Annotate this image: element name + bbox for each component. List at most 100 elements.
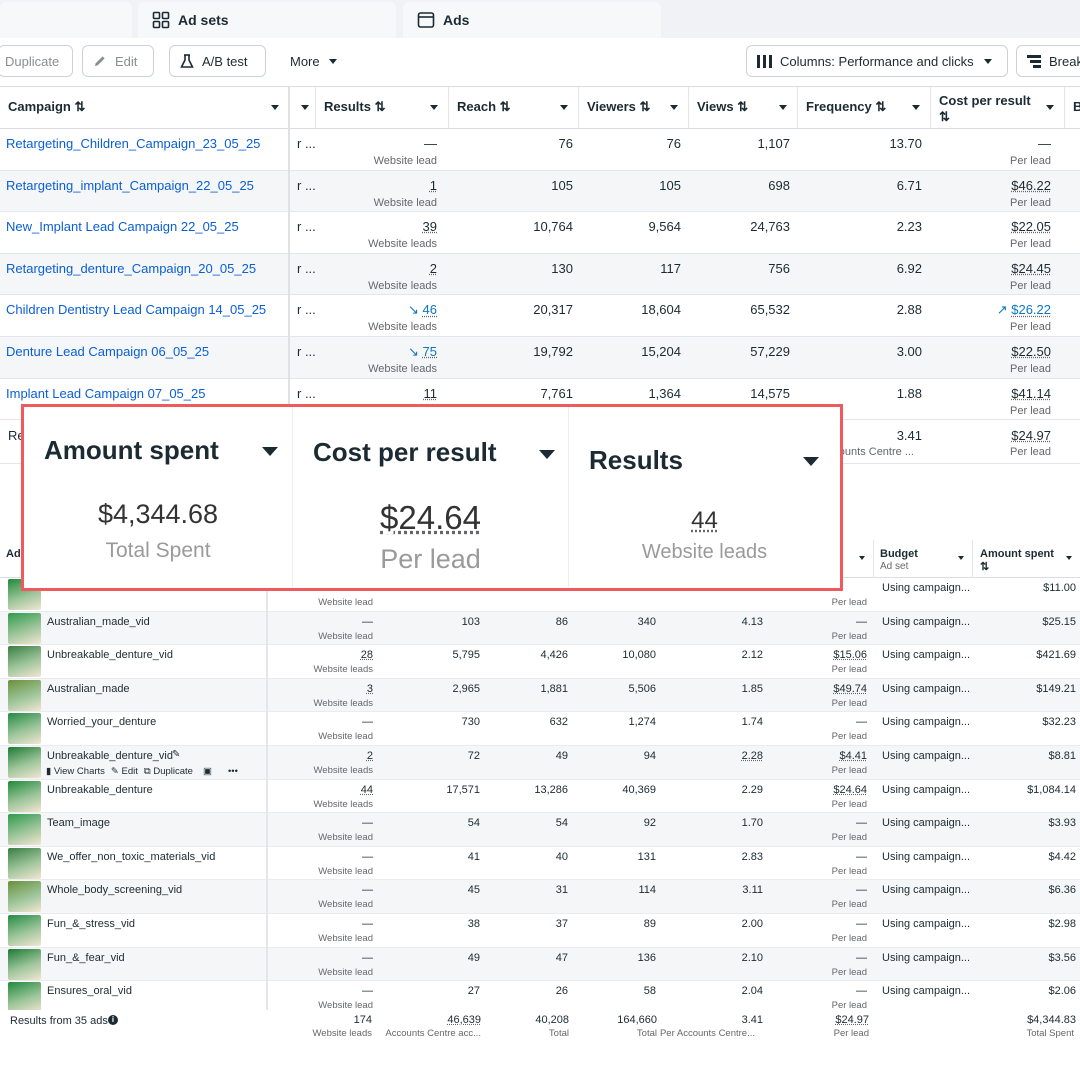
chevron-down-icon[interactable] <box>912 105 920 110</box>
columns-button[interactable]: Columns: Performance and clicks <box>746 45 1008 77</box>
ad-row[interactable]: Whole_body_screening_vid — Website lead 45 3… <box>0 880 1080 914</box>
ad-row[interactable]: Worried_your_denture — Website lead 730 632 1… <box>0 712 1080 746</box>
results-value[interactable]: 2 <box>367 750 373 762</box>
more-button[interactable]: More <box>280 45 346 77</box>
chevron-down-icon[interactable] <box>430 105 438 110</box>
ad-name[interactable]: Australian_made_vid <box>47 616 150 628</box>
cost-per-result-sub: Per lead <box>832 866 867 877</box>
tab-campaigns[interactable] <box>0 2 132 38</box>
cost-per-result-value[interactable]: $46.22 <box>1011 178 1051 193</box>
edit-button[interactable]: Edit <box>82 45 154 77</box>
ad-row[interactable]: We_offer_non_toxic_materials_vid — Website… <box>0 847 1080 881</box>
edit-row-button[interactable]: ✎ Edit <box>111 766 138 777</box>
campaign-name-link[interactable]: Retargeting_Children_Campaign_23_05_25 <box>6 136 260 151</box>
column-header-reach[interactable]: Reach ⇅ <box>449 87 579 128</box>
campaign-name-link[interactable]: Children Dentistry Lead Campaign 14_05_2… <box>6 302 266 317</box>
column-header-results[interactable]: Results ⇅ <box>316 87 449 128</box>
ad-name[interactable]: Unbreakable_denture_vid <box>47 750 173 762</box>
more-options-button[interactable]: ••• <box>228 766 238 777</box>
ad-name[interactable]: Australian_made <box>47 683 130 695</box>
chevron-down-icon[interactable] <box>779 105 787 110</box>
results-value[interactable]: 44 <box>361 784 373 796</box>
campaign-name-link[interactable]: Retargeting_denture_Campaign_20_05_25 <box>6 261 256 276</box>
ad-name[interactable]: We_offer_non_toxic_materials_vid <box>47 851 215 863</box>
ad-row[interactable]: Team_image — Website lead 54 54 92 1.70 — Per le… <box>0 813 1080 847</box>
campaign-row[interactable]: Retargeting_Children_Campaign_23_05_25 r … <box>0 129 1080 171</box>
results-value[interactable]: 39 <box>423 219 437 234</box>
ad-name[interactable]: Team_image <box>47 817 110 829</box>
chevron-down-icon[interactable] <box>670 105 678 110</box>
results-value[interactable]: 28 <box>361 649 373 661</box>
chevron-down-icon[interactable] <box>271 105 279 110</box>
campaign-name-link[interactable]: New_Implant Lead Campaign 22_05_25 <box>6 219 239 234</box>
ad-row[interactable]: Unbreakable_denture_vid ✎ ▮ View Charts ✎ E… <box>0 746 1080 780</box>
breakdown-button[interactable]: Break <box>1016 45 1080 77</box>
campaign-name-link[interactable]: Denture Lead Campaign 06_05_25 <box>6 344 209 359</box>
ad-row[interactable]: Australian_made_vid — Website lead 103 86 340… <box>0 612 1080 646</box>
results-value[interactable]: 1 <box>430 178 437 193</box>
results-value[interactable]: 2 <box>430 261 437 276</box>
cost-per-result-value[interactable]: $24.45 <box>1011 261 1051 276</box>
campaign-name-link[interactable]: Implant Lead Campaign 07_05_25 <box>6 386 205 401</box>
ad-name[interactable]: Worried_your_denture <box>47 716 156 728</box>
ad-name[interactable]: Fun_&_fear_vid <box>47 952 125 964</box>
column-header-amount-spent[interactable]: Amount spent ⇅ <box>974 540 1080 578</box>
cost-per-result-value[interactable]: $26.22 <box>1011 302 1051 317</box>
views-value: 1,107 <box>757 136 790 151</box>
budget-value: Using campaign... <box>882 616 970 628</box>
results-value[interactable]: 46 <box>423 302 437 317</box>
tab-ads[interactable]: Ads <box>403 2 661 38</box>
cost-per-result-value[interactable]: $24.64 <box>833 784 867 796</box>
ad-name[interactable]: Fun_&_stress_vid <box>47 918 135 930</box>
column-header-viewers[interactable]: Viewers ⇅ <box>579 87 689 128</box>
info-icon[interactable]: i <box>108 1015 118 1025</box>
campaign-row[interactable]: Retargeting_denture_Campaign_20_05_25 r .… <box>0 254 1080 296</box>
chevron-down-icon[interactable] <box>560 105 568 110</box>
cost-per-result-value[interactable]: $4.41 <box>839 750 867 762</box>
chevron-down-icon[interactable] <box>859 556 865 560</box>
ad-row[interactable]: Fun_&_stress_vid — Website lead 38 37 89 2.00 —… <box>0 914 1080 948</box>
image-icon[interactable]: ▣ <box>203 766 212 777</box>
cost-per-result-value[interactable]: $15.06 <box>833 649 867 661</box>
duplicate-button[interactable]: Duplicate <box>0 45 73 77</box>
column-header-delivery[interactable] <box>290 87 316 128</box>
column-header-frequency[interactable]: Frequency ⇅ <box>798 87 931 128</box>
chevron-down-icon[interactable] <box>301 105 309 110</box>
chevron-down-icon[interactable] <box>1066 556 1072 560</box>
ad-name[interactable]: Whole_body_screening_vid <box>47 884 182 896</box>
ad-name[interactable]: Unbreakable_denture_vid <box>47 649 173 661</box>
cost-per-result-value[interactable]: $22.50 <box>1011 344 1051 359</box>
ad-name[interactable]: Ensures_oral_vid <box>47 985 132 997</box>
campaign-name-link[interactable]: Retargeting_implant_Campaign_22_05_25 <box>6 178 254 193</box>
chevron-down-icon[interactable] <box>262 447 278 456</box>
results-value[interactable]: 11 <box>424 386 438 401</box>
cost-per-result-value[interactable]: $41.14 <box>1011 386 1051 401</box>
pencil-icon[interactable]: ✎ <box>172 749 180 760</box>
cost-per-result-value[interactable]: $22.05 <box>1011 219 1051 234</box>
ad-row[interactable]: Fun_&_fear_vid — Website lead 49 47 136 2.10 — P… <box>0 948 1080 982</box>
campaign-row[interactable]: New_Implant Lead Campaign 22_05_25 r ... 3… <box>0 212 1080 254</box>
campaign-row[interactable]: Denture Lead Campaign 06_05_25 r ... ↘ 75 W… <box>0 337 1080 379</box>
chevron-down-icon[interactable] <box>1046 105 1054 110</box>
ad-row[interactable]: Unbreakable_denture 44 Website leads 17,571… <box>0 780 1080 814</box>
column-header-cost-per-result[interactable]: Cost per result ⇅ <box>931 87 1065 128</box>
chevron-down-icon[interactable] <box>803 457 819 466</box>
chevron-down-icon[interactable] <box>958 556 964 560</box>
ad-name[interactable]: Unbreakable_denture <box>47 784 153 796</box>
duplicate-row-button[interactable]: ⧉ Duplicate <box>144 766 193 777</box>
tab-ad-sets[interactable]: Ad sets <box>138 2 396 38</box>
column-header-budget[interactable]: B <box>1065 87 1080 128</box>
column-header-views[interactable]: Views ⇅ <box>689 87 798 128</box>
ad-row[interactable]: Australian_made 3 Website leads 2,965 1,881 5… <box>0 679 1080 713</box>
view-charts-button[interactable]: ▮ View Charts <box>46 766 105 777</box>
column-header-campaign[interactable]: Campaign ⇅ <box>0 87 290 128</box>
cost-per-result-value[interactable]: $49.74 <box>833 683 867 695</box>
results-value[interactable]: 3 <box>367 683 373 695</box>
results-value[interactable]: 75 <box>423 344 437 359</box>
campaign-row[interactable]: Children Dentistry Lead Campaign 14_05_2… <box>0 295 1080 337</box>
ad-row[interactable]: Unbreakable_denture_vid 28 Website leads 5,… <box>0 645 1080 679</box>
column-header-budget[interactable]: Budget Ad set <box>874 540 973 578</box>
chevron-down-icon[interactable] <box>539 450 555 459</box>
campaign-row[interactable]: Retargeting_implant_Campaign_22_05_25 r .… <box>0 171 1080 213</box>
ab-test-button[interactable]: A/B test <box>169 45 266 77</box>
